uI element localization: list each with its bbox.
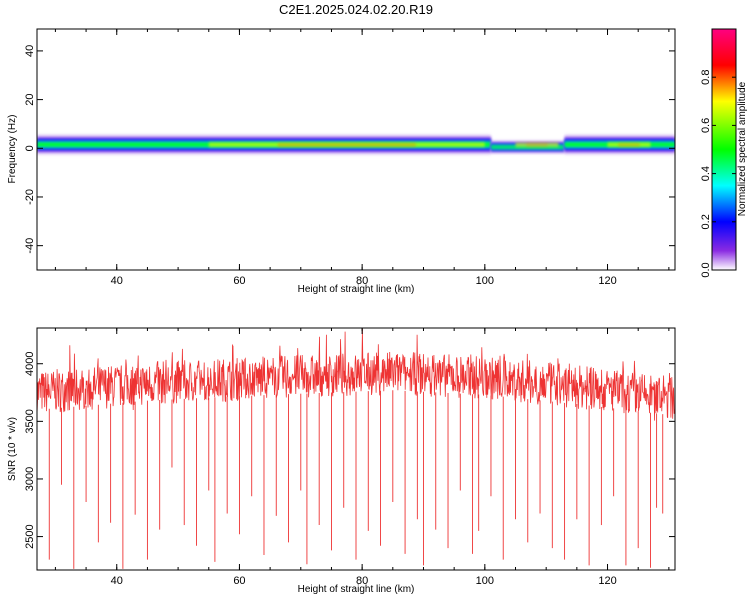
colorbar: 0.0 0.2 0.4 0.6 0.8 Normalized spectral ampl… (700, 28, 748, 278)
spectrogram-frame (36, 28, 676, 271)
colorbar-label: Normalized spectral amplitude (737, 81, 748, 216)
colorbar-tick-label: 0.0 (700, 262, 712, 277)
colorbar-tick-label: 0.4 (700, 166, 712, 181)
snr-x-axis: 40 60 80 100 120 (54, 328, 670, 587)
spectrogram-peak-core (526, 144, 548, 146)
snr-panel: 40 60 80 100 120 2500 3000 3500 4000 Height of … (7, 327, 676, 595)
spectrogram-y-tick-label: -40 (24, 238, 36, 254)
spectrogram-x-axis: 40 60 80 100 120 (54, 29, 670, 287)
snr-x-label: Height of straight line (km) (298, 584, 415, 595)
snr-y-tick-label: 3000 (24, 467, 36, 491)
snr-frame (36, 327, 676, 571)
spectrogram-y-tick-label: -20 (24, 189, 36, 205)
spectrogram-x-tick-label: 120 (598, 275, 616, 287)
spectrogram-y-label: Frequency (Hz) (7, 115, 18, 184)
chart-title: C2E1.2025.024.02.20.R19 (279, 2, 433, 17)
spectrogram-heatmap (37, 134, 675, 155)
snr-y-axis: 2500 3000 3500 4000 (24, 351, 675, 549)
snr-x-tick-label: 40 (111, 575, 123, 587)
spectrogram-peak-core (618, 144, 640, 146)
snr-y-tick-label: 2500 (24, 524, 36, 548)
spectrogram-band (490, 145, 565, 149)
spectrogram-x-label: Height of straight line (km) (298, 284, 415, 295)
spectrogram-x-tick-label: 40 (111, 275, 123, 287)
spectrogram-y-tick-label: 0 (24, 145, 36, 151)
spectrogram-x-tick-label: 60 (233, 275, 245, 287)
snr-series (37, 328, 675, 569)
spectrogram-peak-core (277, 144, 416, 146)
colorbar-tick-label: 0.6 (700, 118, 712, 133)
spectrogram-x-tick-label: 80 (356, 275, 368, 287)
spectrogram-y-axis: -40 -20 0 20 40 (24, 45, 675, 254)
colorbar-gradient (711, 28, 737, 271)
colorbar-tick-label: 0.2 (700, 214, 712, 229)
colorbar-ticks: 0.0 0.2 0.4 0.6 0.8 (700, 70, 736, 278)
snr-y-label: SNR (10 * v/v) (7, 417, 18, 481)
snr-x-tick-label: 80 (356, 575, 368, 587)
spectrogram-y-tick-label: 20 (24, 93, 36, 105)
snr-x-tick-label: 100 (476, 575, 494, 587)
colorbar-tick-label: 0.8 (700, 70, 712, 85)
spectrogram-x-tick-label: 100 (476, 275, 494, 287)
spectrogram-panel: 40 60 80 100 120 -40 -20 0 20 40 Height of strai… (7, 28, 676, 295)
snr-y-tick-label: 4000 (24, 351, 36, 375)
snr-x-tick-label: 60 (233, 575, 245, 587)
snr-x-tick-label: 120 (598, 575, 616, 587)
snr-y-tick-label: 3500 (24, 409, 36, 433)
spectrogram-y-tick-label: 40 (24, 45, 36, 57)
snr-line (37, 328, 675, 421)
